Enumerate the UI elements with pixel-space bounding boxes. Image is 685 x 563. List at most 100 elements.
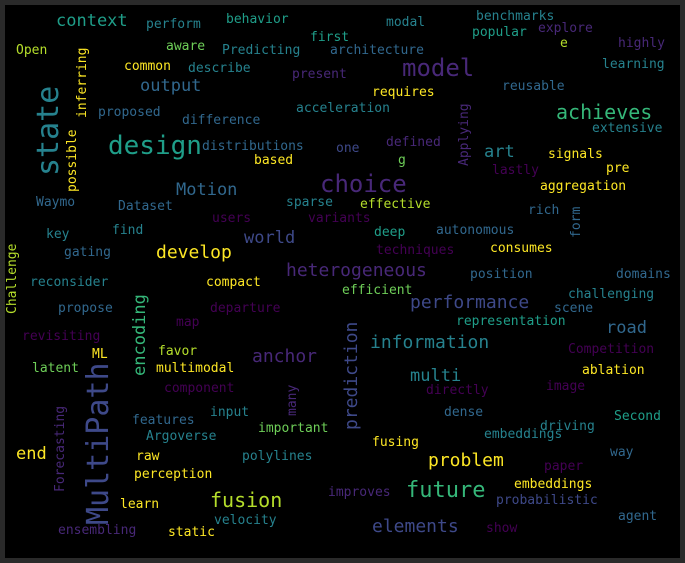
cloud-word: propose [58, 301, 113, 316]
cloud-word: perform [146, 17, 201, 32]
cloud-word: map [176, 315, 200, 330]
cloud-word: Predicting [222, 43, 301, 58]
cloud-word: embeddings [484, 427, 563, 442]
cloud-word: departure [210, 301, 281, 316]
cloud-word: Open [16, 43, 48, 58]
cloud-word: Waymo [36, 195, 76, 210]
cloud-word: Second [614, 409, 661, 424]
cloud-word: deep [374, 225, 406, 240]
cloud-word: inferring [75, 47, 90, 118]
cloud-word: dense [444, 405, 484, 420]
cloud-word: pre [606, 161, 630, 176]
cloud-word: improves [328, 485, 391, 500]
cloud-word: domains [616, 267, 671, 282]
cloud-word: requires [372, 85, 435, 100]
cloud-word: develop [156, 242, 232, 263]
cloud-word: elements [372, 516, 459, 537]
cloud-word: end [16, 444, 47, 464]
cloud-word: prediction [341, 321, 362, 430]
cloud-word: performance [410, 292, 530, 313]
cloud-word: effective [360, 197, 431, 212]
cloud-word: users [212, 211, 252, 226]
cloud-word: MultiPath [81, 362, 116, 525]
cloud-word: variants [308, 211, 371, 226]
cloud-word: agent [618, 509, 658, 524]
cloud-word: way [610, 445, 634, 460]
cloud-word: autonomous [436, 223, 515, 238]
cloud-word: future [406, 478, 486, 503]
cloud-word: raw [136, 449, 160, 464]
cloud-word: design [108, 131, 202, 161]
cloud-word: perception [134, 467, 213, 482]
cloud-word: distributions [202, 139, 304, 154]
cloud-word: rich [528, 203, 560, 218]
cloud-word: show [486, 521, 518, 536]
cloud-word: present [292, 67, 347, 82]
cloud-word: important [258, 421, 329, 436]
cloud-word: problem [428, 450, 504, 471]
cloud-word: learning [602, 57, 665, 72]
cloud-word: one [336, 141, 360, 156]
cloud-word: based [254, 153, 294, 168]
cloud-word: Competition [568, 342, 655, 357]
cloud-word: modal [386, 15, 426, 30]
cloud-word: Argoverse [146, 429, 217, 444]
cloud-word: achieves [556, 100, 653, 124]
cloud-word: anchor [252, 346, 318, 367]
cloud-word: find [112, 223, 144, 238]
cloud-word: possible [65, 129, 80, 192]
cloud-word: many [285, 384, 300, 416]
cloud-word: extensive [592, 121, 663, 136]
cloud-word: key [46, 227, 70, 242]
cloud-word: gating [64, 245, 111, 260]
cloud-word: benchmarks [476, 9, 555, 24]
cloud-word: techniques [376, 243, 455, 258]
cloud-word: defined [386, 135, 441, 150]
cloud-word: reusable [502, 79, 565, 94]
cloud-word: e [560, 36, 568, 51]
cloud-word: context [56, 11, 128, 31]
cloud-word: latent [32, 361, 79, 376]
cloud-word: heterogeneous [286, 260, 427, 281]
cloud-word: signals [548, 147, 603, 162]
cloud-word: highly [618, 36, 665, 51]
cloud-word: challenging [568, 287, 655, 302]
cloud-word: sparse [286, 195, 333, 210]
cloud-word: state [31, 85, 66, 176]
cloud-word: encoding [130, 294, 150, 376]
cloud-word: common [124, 59, 171, 74]
cloud-word: world [244, 228, 296, 248]
cloud-word: embeddings [514, 477, 593, 492]
cloud-word: scene [554, 301, 594, 316]
cloud-word: describe [188, 61, 251, 76]
cloud-word: first [310, 30, 350, 45]
cloud-word: image [546, 379, 586, 394]
cloud-word: Forecasting [53, 405, 68, 492]
cloud-word: position [470, 267, 533, 282]
cloud-word: g [398, 153, 406, 168]
cloud-word: architecture [330, 43, 424, 58]
cloud-word: behavior [226, 12, 289, 27]
cloud-word: representation [456, 314, 566, 329]
cloud-word: multimodal [156, 361, 235, 376]
cloud-word: ML [92, 347, 108, 362]
cloud-word: component [164, 381, 235, 396]
cloud-word: velocity [214, 513, 277, 528]
cloud-word: lastly [492, 163, 539, 178]
cloud-word: multi [410, 366, 462, 386]
cloud-word: reconsider [30, 275, 109, 290]
cloud-word: proposed [98, 105, 161, 120]
cloud-word: acceleration [296, 101, 390, 116]
cloud-word: compact [206, 275, 261, 290]
cloud-word: revisiting [22, 329, 101, 344]
cloud-word: probabilistic [496, 493, 598, 508]
cloud-word: information [370, 332, 490, 353]
cloud-word: Dataset [118, 199, 173, 214]
cloud-word: ablation [582, 363, 645, 378]
cloud-word: art [484, 142, 515, 162]
cloud-word: driving [540, 419, 595, 434]
cloud-word: model [402, 54, 475, 82]
cloud-word: popular [472, 25, 527, 40]
cloud-word: Motion [176, 180, 238, 200]
